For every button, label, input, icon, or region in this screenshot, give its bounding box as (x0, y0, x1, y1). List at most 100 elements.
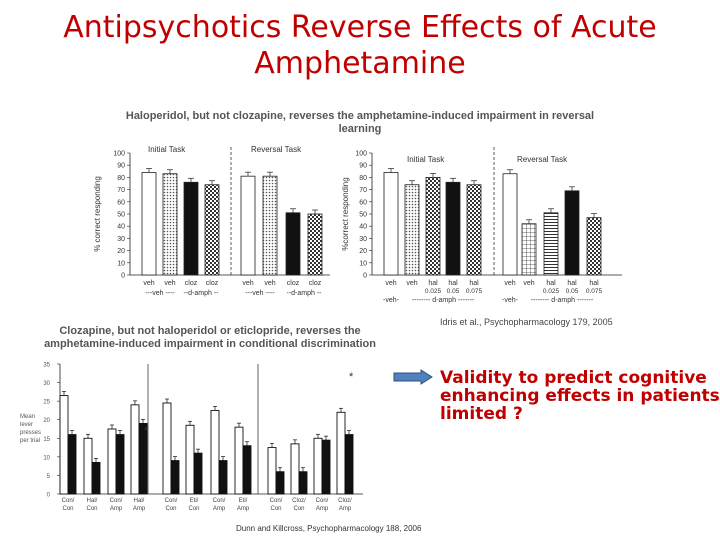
x-dose-label: 0.025 (543, 288, 560, 295)
y-tick-label: 100 (355, 151, 367, 158)
bar-series-1 (59, 395, 69, 495)
bar-series-2 (321, 439, 331, 495)
x-tick-label: veh (385, 280, 396, 287)
bar-series-2 (138, 422, 148, 495)
x-dose-label: 0.05 (566, 288, 579, 295)
bar (502, 173, 518, 276)
significance-marker: * (349, 371, 354, 383)
x-group-label: ---veh ---- (245, 290, 275, 297)
bar-series-1 (313, 437, 323, 495)
bar-series-2 (218, 460, 228, 495)
x-tick-label-bottom: Con (293, 506, 304, 512)
y-tick-label: 40 (117, 224, 125, 231)
y-axis-label-line: presses (20, 430, 41, 436)
bar (262, 175, 278, 276)
slide-title: Antipsychotics Reverse Effects of Acute … (63, 10, 657, 81)
x-tick-label-bottom: Amp (110, 506, 123, 512)
x-group-label: -------- d-amph ------- (412, 297, 475, 304)
citation-top: Idris et al., Psychopharmacology 179, 20… (440, 317, 613, 327)
y-tick-label: 60 (117, 199, 125, 206)
bar (141, 172, 157, 276)
x-tick-label: veh (242, 280, 253, 287)
x-tick-label-top: Eti/ (239, 498, 248, 504)
bar-series-1 (107, 428, 117, 495)
panel-label: Initial Task (148, 145, 186, 154)
y-tick-label: 20 (359, 248, 367, 255)
x-tick-label-top: Con/ (110, 498, 123, 504)
y-tick-label: 25 (43, 400, 50, 406)
bar (240, 175, 256, 276)
y-axis-label: % correct responding (93, 176, 102, 252)
x-tick-label-bottom: Amp (237, 506, 250, 512)
bar (586, 217, 602, 276)
x-tick-label-top: Hal/ (87, 498, 98, 504)
bar (404, 184, 420, 276)
bar-series-2 (67, 434, 77, 495)
y-tick-label: 10 (359, 260, 367, 267)
x-tick-label: hal (448, 280, 458, 287)
x-tick-label: veh (406, 280, 417, 287)
x-tick-label: veh (164, 280, 175, 287)
bar (564, 190, 580, 276)
bar-series-1 (336, 411, 346, 495)
y-tick-label: 100 (113, 151, 125, 158)
bar (183, 181, 199, 276)
x-tick-label-bottom: Con (188, 506, 199, 512)
bar-series-1 (290, 443, 300, 495)
x-group-label: --d-amph -- (183, 290, 219, 297)
bar-series-2 (344, 434, 354, 495)
chart-reversal-haloperidol: 0 10 20 30 40 50 60 70 80 90 100 %correct respondin… (341, 145, 622, 304)
x-tick-label-top: Con/ (316, 498, 329, 504)
y-tick-label: 50 (359, 212, 367, 219)
x-group-label: --d-amph -- (286, 290, 322, 297)
x-tick-label: veh (504, 280, 515, 287)
bar-series-1 (234, 426, 244, 495)
x-tick-label: veh (143, 280, 154, 287)
y-tick-label: 10 (117, 260, 125, 267)
bar (425, 177, 441, 276)
y-tick-label: 70 (117, 187, 125, 194)
y-tick-label: 30 (43, 381, 50, 387)
x-tick-label-top: Cloz/ (338, 498, 352, 504)
y-tick-label: 10 (43, 455, 50, 461)
chart-reversal-clozapine: 0 10 20 30 40 50 60 70 80 90 100 % correct respondi… (93, 145, 330, 297)
y-axis-label-line: per trial (20, 438, 40, 444)
y-tick-label: 50 (117, 212, 125, 219)
x-tick-label: cloz (287, 280, 300, 287)
bar-series-1 (210, 409, 220, 495)
bar-series-2 (193, 452, 203, 495)
y-tick-label: 80 (359, 175, 367, 182)
bar-series-2 (275, 471, 285, 495)
panel-label: Reversal Task (251, 145, 302, 154)
x-tick-label: hal (428, 280, 438, 287)
bar (543, 212, 559, 276)
x-tick-label: hal (589, 280, 599, 287)
bar (445, 181, 461, 276)
bar-series-2 (242, 445, 252, 495)
x-tick-label: cloz (309, 280, 322, 287)
x-tick-label: veh (523, 280, 534, 287)
x-group-label: ---veh ---- (145, 290, 175, 297)
x-tick-label-bottom: Amp (133, 506, 146, 512)
subtitle-top: Haloperidol, but not clozapine, reverses… (125, 110, 595, 135)
x-tick-label-top: Eti/ (190, 498, 199, 504)
x-tick-label: veh (264, 280, 275, 287)
x-tick-label-top: Con/ (270, 498, 283, 504)
panel-label: Reversal Task (517, 155, 568, 164)
x-tick-label: cloz (206, 280, 219, 287)
bar (521, 223, 537, 276)
y-tick-label: 0 (121, 273, 125, 280)
bar-series-2 (115, 434, 125, 495)
x-tick-label: hal (546, 280, 556, 287)
x-tick-label-top: Con/ (62, 498, 75, 504)
bar-series-1 (185, 424, 195, 495)
bar (204, 184, 220, 276)
x-dose-label: 0.075 (466, 288, 483, 295)
x-tick-label-top: Con/ (165, 498, 178, 504)
citation-bottom: Dunn and Killcross, Psychopharmacology 1… (236, 524, 422, 533)
y-tick-label: 80 (117, 175, 125, 182)
x-tick-label-top: Con/ (213, 498, 226, 504)
validity-statement: Validity to predict cognitive enhancing … (440, 368, 720, 424)
chart-conditional-discrimination: 0 5 10 15 20 25 30 35 Mean lever presses per trial C… (20, 363, 363, 512)
x-tick-label-bottom: Con (165, 506, 176, 512)
